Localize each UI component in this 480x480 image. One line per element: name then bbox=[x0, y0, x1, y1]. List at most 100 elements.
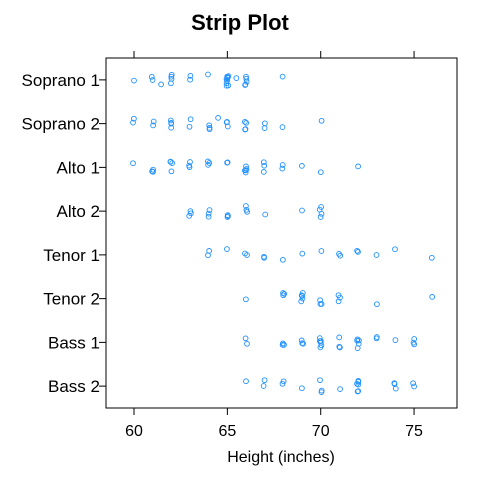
data-point-bass-1-6 bbox=[298, 337, 305, 344]
data-point-alto-1-13 bbox=[205, 158, 211, 165]
data-point-soprano-1-3 bbox=[158, 81, 164, 88]
data-point-soprano-2-0 bbox=[131, 115, 137, 122]
data-point-alto-1-6 bbox=[168, 168, 175, 175]
data-point-soprano-2-16 bbox=[224, 123, 231, 130]
data-point-bass-2-13 bbox=[355, 381, 362, 388]
data-point-soprano-1-9 bbox=[187, 76, 193, 83]
data-point-bass-1-11 bbox=[318, 338, 324, 344]
data-point-bass-1-0 bbox=[242, 335, 249, 342]
data-point-bass-2-8 bbox=[318, 389, 325, 395]
data-point-alto-1-16 bbox=[243, 163, 249, 170]
plot-frame bbox=[105, 57, 458, 409]
data-point-bass-1-15 bbox=[336, 343, 343, 350]
data-point-soprano-1-16 bbox=[223, 82, 230, 89]
x-axis-label: Height (inches) bbox=[227, 449, 335, 466]
data-point-tenor-1-7 bbox=[280, 256, 286, 263]
data-point-tenor-2-7 bbox=[298, 292, 305, 299]
data-point-soprano-2-20 bbox=[242, 126, 248, 133]
data-point-soprano-2-21 bbox=[261, 125, 268, 131]
data-point-soprano-2-18 bbox=[242, 119, 248, 125]
data-point-soprano-2-8 bbox=[187, 116, 194, 123]
x-tick-label-60: 60 bbox=[125, 423, 143, 440]
data-point-alto-1-25 bbox=[279, 165, 286, 172]
data-point-tenor-2-2 bbox=[280, 292, 287, 299]
data-point-tenor-1-4 bbox=[242, 250, 248, 257]
data-point-soprano-1-14 bbox=[224, 77, 231, 84]
data-point-alto-1-19 bbox=[242, 169, 249, 176]
data-point-alto-2-8 bbox=[224, 212, 231, 218]
category-label-bass-1: Bass 1 bbox=[48, 333, 100, 352]
data-point-bass-1-12 bbox=[316, 335, 323, 341]
data-point-bass-2-18 bbox=[391, 381, 398, 387]
data-point-tenor-2-11 bbox=[317, 301, 324, 307]
data-point-tenor-2-3 bbox=[280, 290, 286, 296]
category-labels: Soprano 1 Soprano 2 Alto 1 Alto 2 Tenor 1 Ten… bbox=[22, 71, 106, 396]
data-point-alto-1-26 bbox=[299, 163, 305, 169]
data-point-soprano-2-7 bbox=[167, 117, 174, 124]
data-point-soprano-2-23 bbox=[279, 124, 286, 130]
category-label-tenor-1: Tenor 1 bbox=[43, 246, 100, 265]
data-point-alto-2-13 bbox=[299, 207, 305, 214]
data-point-tenor-1-12 bbox=[354, 247, 360, 254]
data-point-bass-2-4 bbox=[279, 380, 286, 387]
data-point-soprano-1-19 bbox=[223, 80, 230, 86]
category-label-alto-1: Alto 1 bbox=[57, 158, 100, 177]
data-point-bass-2-0 bbox=[243, 378, 249, 385]
data-point-soprano-1-22 bbox=[242, 81, 249, 88]
data-point-tenor-2-16 bbox=[429, 294, 436, 300]
data-point-alto-2-16 bbox=[317, 214, 324, 220]
data-point-alto-2-5 bbox=[205, 210, 212, 217]
data-point-tenor-1-8 bbox=[299, 250, 306, 257]
data-point-bass-2-1 bbox=[260, 383, 267, 389]
data-point-soprano-2-9 bbox=[186, 123, 193, 130]
data-point-soprano-1-0 bbox=[131, 77, 137, 84]
data-point-tenor-2-8 bbox=[299, 295, 306, 302]
data-point-soprano-2-12 bbox=[206, 122, 213, 129]
data-point-alto-2-2 bbox=[188, 210, 194, 217]
data-point-tenor-1-9 bbox=[318, 248, 325, 254]
data-point-bass-1-1 bbox=[244, 340, 250, 347]
data-point-bass-1-14 bbox=[337, 344, 343, 351]
data-point-bass-2-16 bbox=[392, 385, 399, 392]
data-point-soprano-2-13 bbox=[215, 115, 221, 121]
data-point-bass-1-19 bbox=[354, 337, 360, 344]
data-point-bass-2-15 bbox=[355, 378, 362, 385]
data-point-bass-1-23 bbox=[373, 335, 380, 342]
data-point-bass-1-13 bbox=[317, 344, 324, 351]
data-point-tenor-2-15 bbox=[374, 301, 380, 308]
data-point-alto-1-5 bbox=[167, 158, 174, 165]
x-tick-label-75: 75 bbox=[405, 423, 423, 440]
data-point-bass-2-5 bbox=[299, 385, 305, 392]
data-point-alto-1-21 bbox=[261, 162, 268, 169]
data-point-bass-2-19 bbox=[410, 380, 416, 387]
data-point-alto-1-22 bbox=[260, 169, 267, 175]
data-point-tenor-1-13 bbox=[355, 249, 361, 255]
data-point-tenor-1-1 bbox=[205, 252, 211, 259]
data-point-soprano-2-1 bbox=[130, 119, 136, 126]
category-label-tenor-2: Tenor 2 bbox=[43, 290, 100, 309]
data-point-bass-2-2 bbox=[261, 377, 268, 384]
data-point-alto-1-15 bbox=[224, 159, 230, 166]
x-tick-label-70: 70 bbox=[312, 423, 330, 440]
data-point-soprano-1-25 bbox=[243, 78, 250, 85]
data-point-tenor-1-14 bbox=[373, 252, 380, 258]
data-point-bass-1-16 bbox=[336, 334, 343, 341]
data-point-bass-2-20 bbox=[411, 383, 417, 390]
data-point-bass-1-4 bbox=[279, 342, 286, 348]
data-point-tenor-2-4 bbox=[298, 298, 305, 305]
data-point-alto-1-7 bbox=[169, 160, 175, 166]
data-point-soprano-1-10 bbox=[205, 71, 211, 78]
data-point-alto-1-3 bbox=[149, 168, 155, 175]
data-point-tenor-2-1 bbox=[281, 291, 288, 297]
data-points bbox=[130, 71, 436, 395]
data-point-bass-1-26 bbox=[411, 336, 418, 342]
data-point-tenor-2-9 bbox=[317, 297, 323, 304]
data-point-bass-1-24 bbox=[392, 337, 399, 343]
data-point-alto-1-28 bbox=[355, 163, 361, 170]
data-point-alto-1-20 bbox=[243, 166, 250, 172]
data-point-alto-1-12 bbox=[206, 160, 213, 166]
data-point-alto-1-0 bbox=[130, 160, 136, 167]
x-tick-label-65: 65 bbox=[218, 423, 236, 440]
data-point-alto-2-4 bbox=[206, 207, 213, 213]
data-point-soprano-2-6 bbox=[168, 120, 175, 126]
